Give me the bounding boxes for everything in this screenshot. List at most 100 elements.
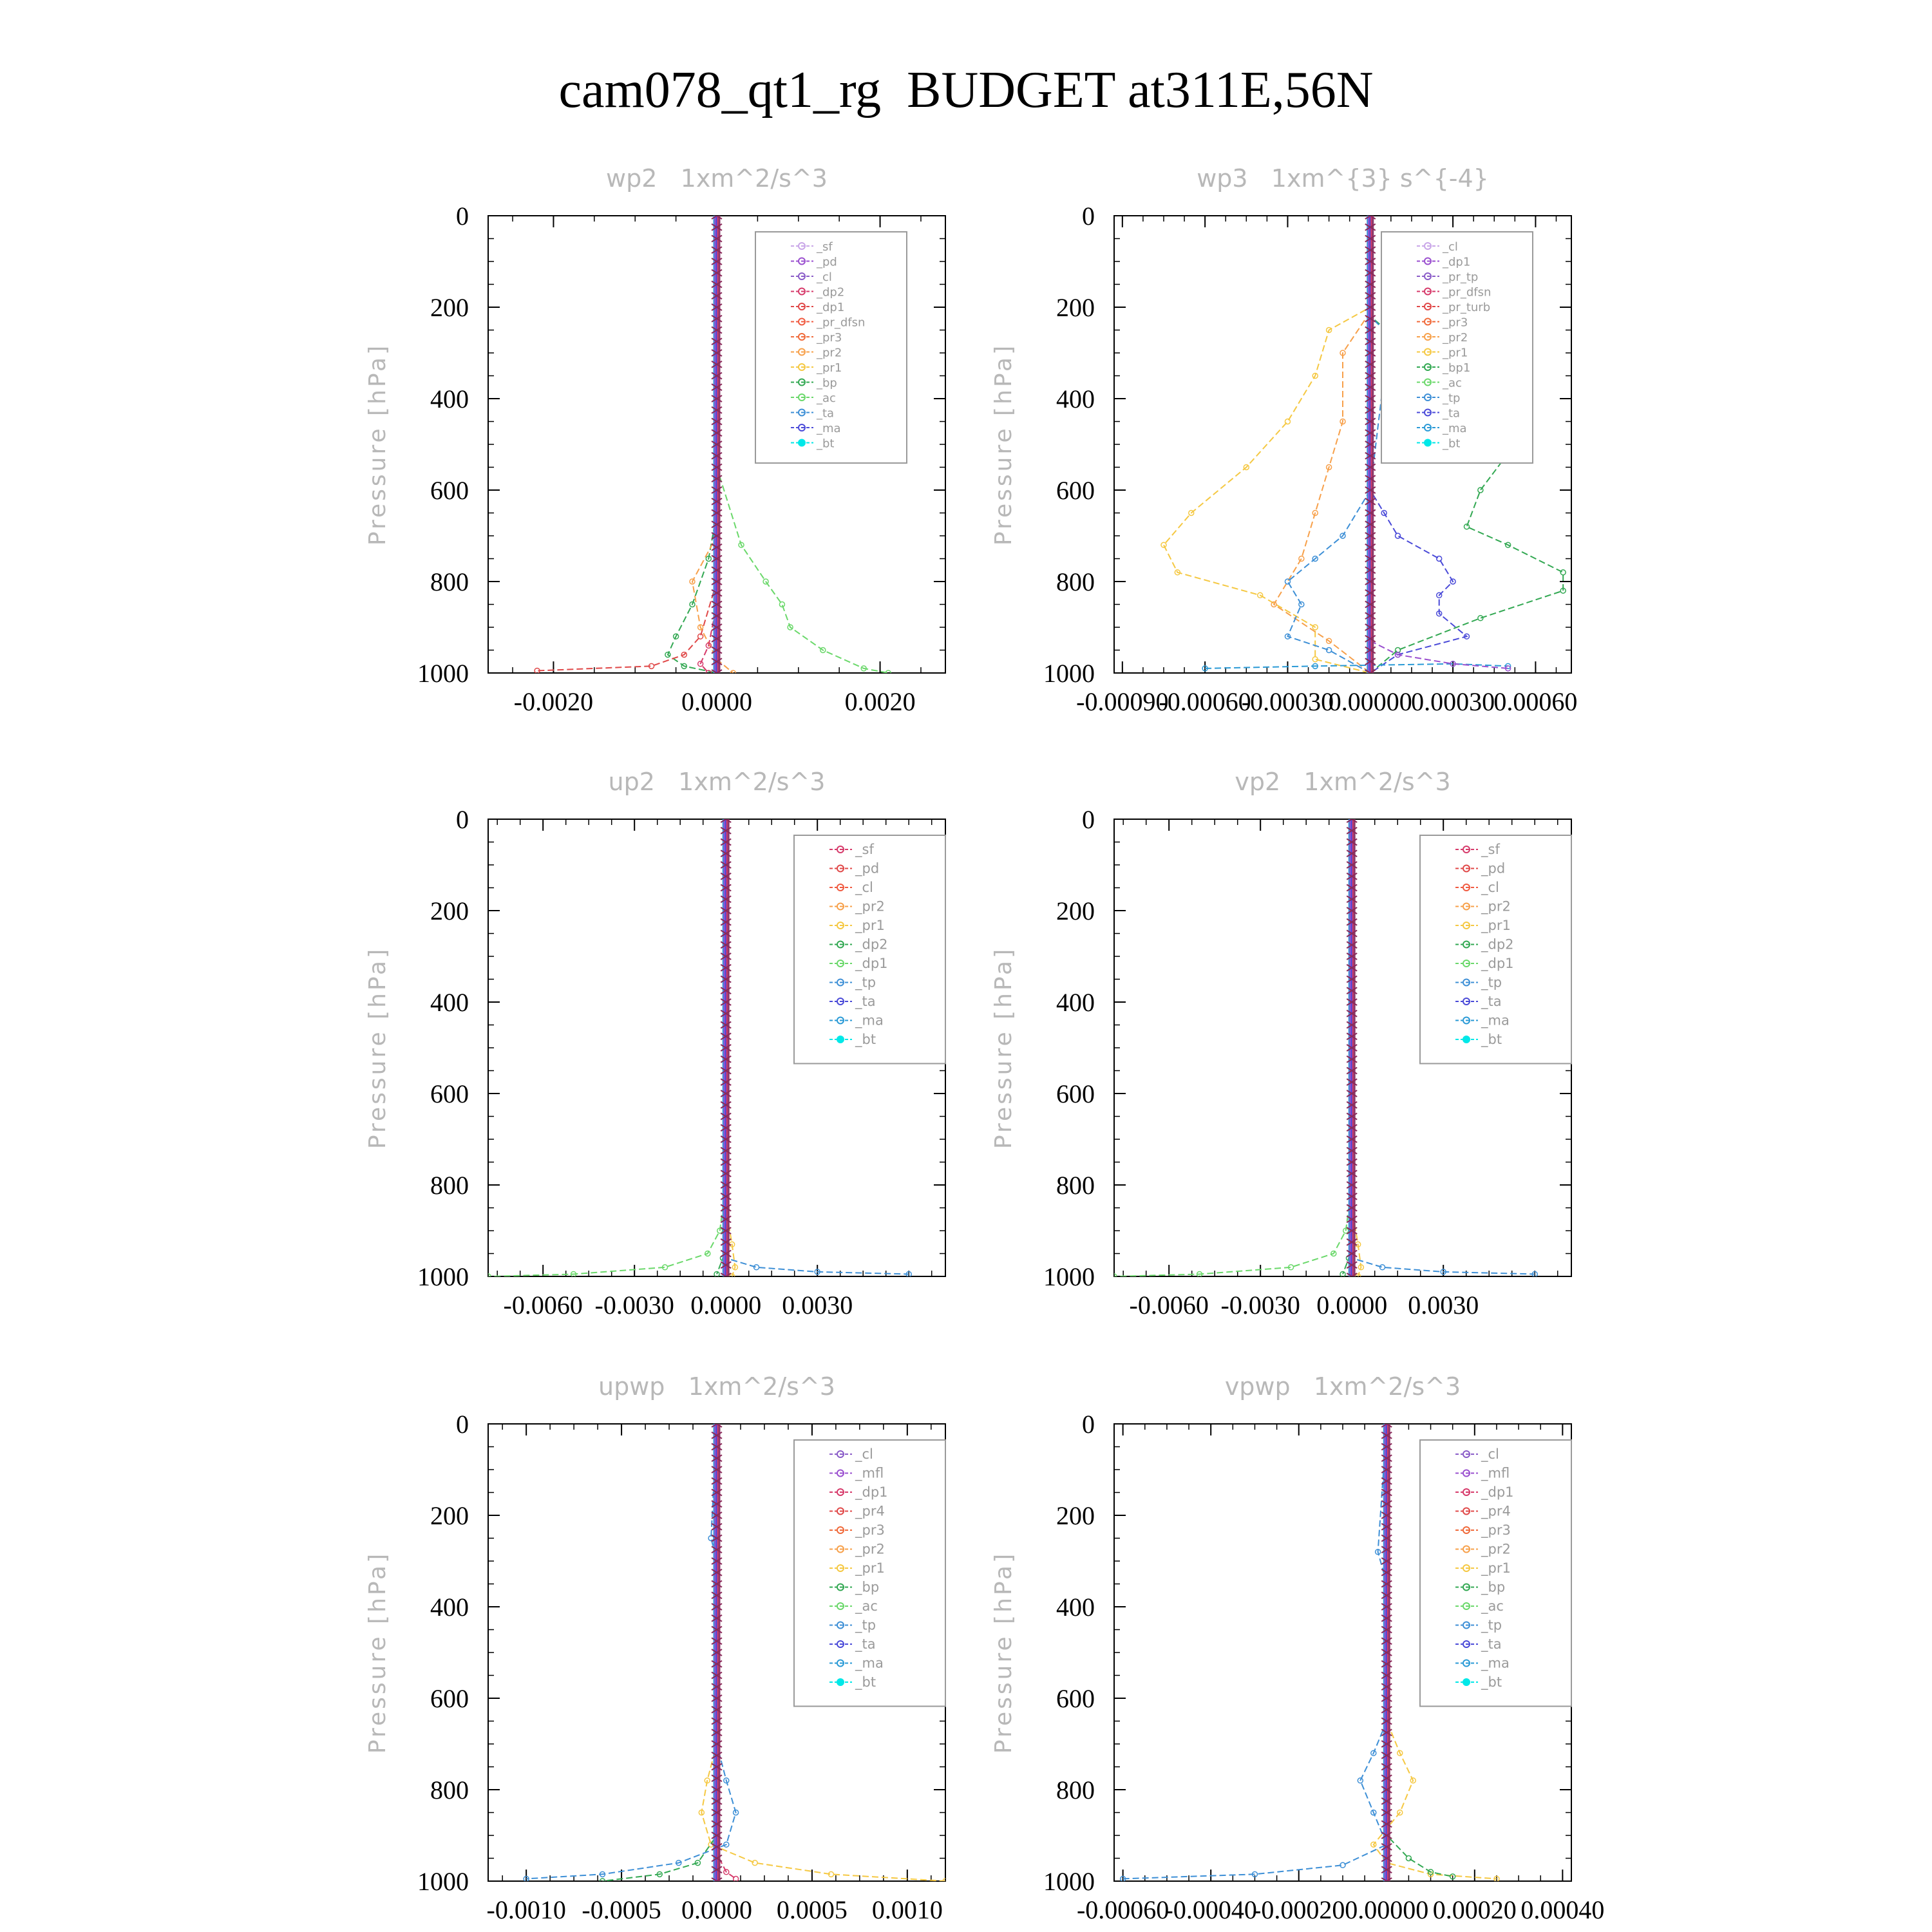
zero-profile-marker bbox=[1365, 669, 1376, 673]
zero-profile-marker bbox=[1381, 1546, 1392, 1554]
legend-label: _pr1 bbox=[1481, 918, 1511, 934]
zero-profile-marker bbox=[1346, 987, 1358, 995]
zero-profile-marker bbox=[720, 1158, 732, 1166]
legend-label: _dp1 bbox=[1481, 1484, 1514, 1501]
zero-profile-marker bbox=[1346, 1066, 1358, 1075]
zero-profile-marker bbox=[720, 819, 732, 823]
legend-marker bbox=[1463, 1640, 1470, 1648]
x-tick-label: 0.0020 bbox=[845, 687, 916, 716]
series-point bbox=[665, 651, 671, 658]
series-point bbox=[1325, 638, 1332, 645]
zero-profile-marker bbox=[711, 589, 723, 597]
legend-label: _ta bbox=[816, 407, 834, 421]
zero-profile-marker bbox=[1346, 1238, 1358, 1246]
series-point bbox=[694, 1859, 701, 1866]
legend-label: _ta bbox=[1442, 407, 1460, 421]
series-point bbox=[676, 1859, 682, 1866]
zero-profile-marker bbox=[711, 303, 723, 311]
zero-profile-marker bbox=[711, 1443, 723, 1451]
y-tick-label: 600 bbox=[430, 1684, 469, 1713]
series-point bbox=[1405, 1855, 1412, 1862]
legend-label: _dp2 bbox=[1481, 937, 1514, 953]
legend-label: _dp2 bbox=[855, 937, 888, 953]
series-point bbox=[1370, 1809, 1377, 1816]
y-tick-label: 1000 bbox=[417, 1867, 469, 1896]
x-tick-label: -0.00040 bbox=[1165, 1895, 1257, 1924]
legend-frame bbox=[793, 1439, 946, 1707]
zero-profile-marker bbox=[1346, 1204, 1358, 1212]
zero-profile-marker bbox=[711, 372, 723, 380]
zero-profile-marker bbox=[711, 1424, 723, 1428]
zero-profile-marker bbox=[1381, 1694, 1392, 1702]
legend-label: _dp1 bbox=[1442, 256, 1470, 269]
series-point bbox=[1435, 555, 1443, 562]
zero-profile-marker bbox=[720, 1192, 732, 1200]
chart-panel-1: wp2 1xm^2/s^3 Pressure [hPa] 0 200 400 600 800… bbox=[365, 164, 946, 716]
legend-label: _bp bbox=[855, 1580, 879, 1596]
zero-profile-marker bbox=[1365, 417, 1376, 426]
series-point bbox=[1312, 555, 1318, 562]
zero-profile-marker bbox=[711, 578, 723, 585]
series-point bbox=[1312, 663, 1318, 670]
chart-panel-4: vp2 1xm^2/s^3 Pressure [hPa] 0 200 400 600 800… bbox=[990, 768, 1572, 1320]
zero-profile-marker bbox=[711, 1820, 723, 1828]
zero-profile-marker bbox=[1381, 1683, 1392, 1691]
series-group bbox=[1119, 1424, 1500, 1881]
zero-profile-marker bbox=[711, 1637, 723, 1645]
zero-profile-marker bbox=[1365, 612, 1376, 620]
y-axis-label: Pressure [hPa] bbox=[990, 947, 1017, 1149]
legend-marker bbox=[798, 393, 806, 401]
x-tick-label: 0.00040 bbox=[1520, 1895, 1604, 1924]
zero-profile-marker bbox=[711, 658, 723, 666]
series-point bbox=[723, 1777, 730, 1784]
legend-marker bbox=[1424, 333, 1432, 341]
legend-frame bbox=[1381, 231, 1533, 464]
legend-label: _ta bbox=[855, 994, 876, 1010]
y-tick-label: 0 bbox=[456, 202, 469, 231]
series-point bbox=[698, 1809, 705, 1816]
zero-profile-marker bbox=[1381, 1534, 1392, 1542]
zero-profile-marker bbox=[1381, 1763, 1392, 1771]
series-point bbox=[1331, 1250, 1337, 1257]
zero-profile-marker bbox=[1381, 1614, 1392, 1622]
zero-profile-marker bbox=[711, 1705, 723, 1714]
zero-profile-marker bbox=[1381, 1786, 1392, 1794]
series-point bbox=[1340, 1271, 1346, 1276]
zero-profile-marker bbox=[1381, 1591, 1392, 1600]
zero-profile-marker bbox=[711, 509, 723, 517]
legend-frame bbox=[793, 835, 946, 1065]
y-tick-label: 800 bbox=[430, 1171, 469, 1200]
x-tick-label: -0.0005 bbox=[582, 1895, 661, 1924]
series-point bbox=[1325, 464, 1332, 471]
legend-marker bbox=[837, 1583, 844, 1591]
series-line bbox=[691, 216, 734, 673]
zero-profile-marker bbox=[720, 1227, 732, 1235]
series-point bbox=[705, 642, 712, 649]
chart-title: up2 1xm^2/s^3 bbox=[609, 768, 826, 796]
zero-profile-marker bbox=[1365, 372, 1376, 380]
legend-label: _bp bbox=[816, 377, 837, 390]
series-point bbox=[828, 1871, 835, 1878]
series-point bbox=[704, 1777, 710, 1784]
zero-profile-marker bbox=[1381, 1466, 1392, 1473]
zero-profile-marker bbox=[1381, 1477, 1392, 1485]
zero-profile-marker bbox=[1365, 486, 1376, 494]
series-point bbox=[1440, 1269, 1446, 1275]
legend: _cl _mfl _dp1 _pr4 _pr3 _pr2 _pr1 _bp _ac _tp _ta _… bbox=[793, 1439, 946, 1707]
legend-frame bbox=[755, 231, 907, 464]
legend-label: _ma bbox=[855, 1656, 884, 1672]
legend-marker bbox=[798, 303, 806, 310]
zero-profile-marker bbox=[1346, 1078, 1358, 1086]
y-tick-label: 1000 bbox=[417, 659, 469, 688]
chart-title: vpwp 1xm^2/s^3 bbox=[1225, 1372, 1461, 1401]
zero-profile-marker bbox=[1365, 497, 1376, 506]
zero-profile-marker bbox=[720, 918, 732, 926]
legend-marker bbox=[1424, 363, 1432, 371]
zero-profile-marker bbox=[711, 1466, 723, 1473]
y-tick-label: 400 bbox=[1056, 384, 1095, 413]
zero-profile-marker bbox=[720, 872, 732, 880]
zero-profile-marker bbox=[711, 280, 723, 289]
y-tick-label: 400 bbox=[1056, 988, 1095, 1017]
zero-profile-marker bbox=[1381, 1877, 1392, 1881]
series-point bbox=[1427, 1869, 1434, 1875]
